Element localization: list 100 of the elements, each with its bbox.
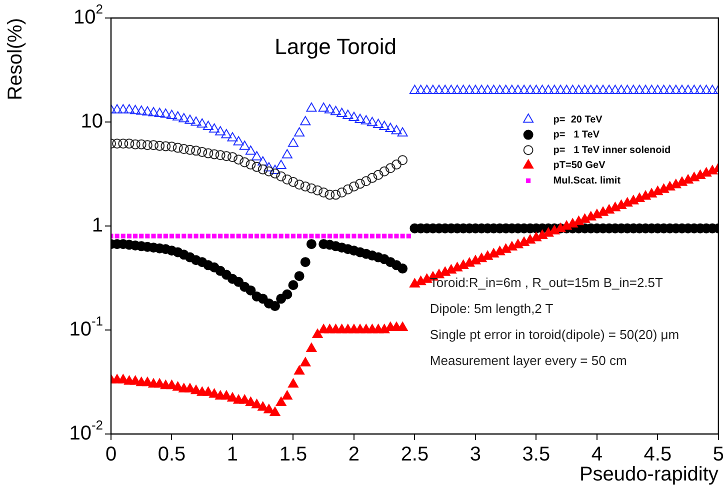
point (300, 181, 310, 192)
point (130, 139, 140, 150)
legend-label: p= 20 TeV (553, 114, 603, 126)
point (197, 146, 208, 157)
point (248, 234, 253, 238)
point (312, 185, 323, 196)
point (358, 234, 362, 238)
point (309, 234, 314, 238)
point (118, 138, 128, 149)
point (206, 234, 210, 238)
point (367, 172, 378, 183)
point (227, 152, 238, 162)
point (172, 142, 183, 153)
point (306, 183, 316, 194)
point (142, 140, 152, 150)
x-tick-label: 2.5 (400, 444, 429, 466)
point (246, 160, 256, 170)
point (370, 234, 374, 238)
point (355, 178, 366, 189)
point (330, 190, 341, 200)
point (230, 234, 235, 238)
x-tick-label: 4 (591, 444, 603, 466)
point (346, 234, 350, 238)
point (260, 234, 266, 238)
point (364, 234, 368, 238)
x-tick-label: 1.5 (279, 444, 308, 466)
point (160, 141, 171, 152)
point (406, 234, 411, 238)
point (188, 234, 192, 238)
point (224, 234, 229, 238)
point (321, 234, 326, 238)
point (290, 234, 296, 238)
legend-label: Mul.Scat. limit (553, 175, 622, 186)
point (136, 139, 146, 150)
point (361, 176, 372, 186)
point (154, 140, 165, 151)
point (394, 234, 399, 238)
point (398, 155, 408, 166)
point (112, 138, 122, 149)
point (236, 234, 241, 238)
x-tick-label: 1 (226, 444, 238, 466)
annotation: Measurement layer every = 50 cm (430, 352, 627, 368)
point (163, 234, 168, 238)
point (324, 190, 335, 200)
point (151, 234, 156, 238)
point (120, 234, 126, 238)
point (348, 181, 359, 192)
point (254, 234, 260, 238)
point (388, 234, 393, 238)
point (114, 234, 120, 238)
point (333, 234, 338, 238)
point (139, 234, 144, 238)
x-tick-label: 3.5 (522, 444, 550, 466)
legend-label: p= 1 TeV inner solenoid (553, 144, 671, 156)
point (178, 144, 189, 154)
point (169, 234, 174, 238)
point (148, 140, 159, 150)
point (270, 168, 280, 178)
y-tick-label: 1 (92, 214, 103, 237)
y-tick-label: 10 (80, 110, 104, 133)
point (342, 184, 353, 194)
point (200, 234, 204, 238)
point (126, 234, 132, 238)
point (258, 164, 268, 174)
point (264, 166, 274, 176)
point (194, 234, 198, 238)
x-tick-label: 3 (470, 444, 482, 466)
point (278, 234, 284, 238)
x-tick-label: 0.5 (158, 444, 186, 466)
legend-label: pT=50 GeV (553, 160, 606, 172)
x-tick-label: 2 (348, 444, 360, 466)
point (297, 234, 302, 238)
annotation: Toroid:R_in=6m , R_out=15m B_in=2.5T (430, 274, 664, 290)
point (215, 150, 226, 160)
legend-label: p= 1 TeV (553, 130, 600, 141)
point (373, 170, 384, 180)
x-tick-label: 0 (105, 444, 117, 466)
point (382, 234, 387, 238)
text: Large Toroid (274, 34, 397, 60)
point (376, 234, 381, 238)
point (303, 234, 308, 238)
point (182, 234, 186, 238)
point (133, 234, 138, 238)
point (166, 142, 177, 152)
point (157, 234, 162, 238)
point (221, 151, 232, 162)
point (288, 176, 298, 187)
point (191, 146, 202, 156)
point (176, 234, 180, 238)
y-axis-title: Resol(%) (4, 18, 27, 100)
point (218, 234, 223, 238)
point (203, 148, 214, 158)
point (318, 187, 329, 198)
point (272, 234, 278, 238)
point (145, 234, 150, 238)
point (242, 234, 247, 238)
point (391, 160, 402, 170)
point (340, 234, 344, 238)
point (294, 180, 304, 190)
point (240, 157, 250, 168)
